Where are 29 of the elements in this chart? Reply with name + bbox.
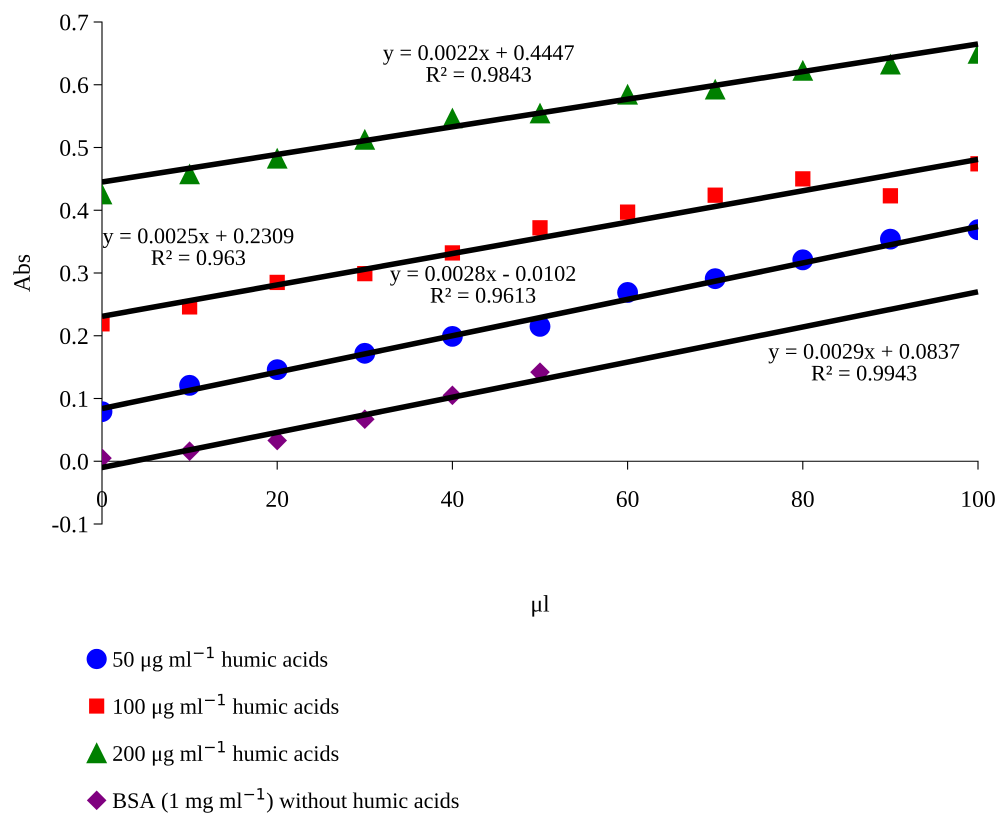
- point: [532, 220, 548, 236]
- legend-label: BSA (1 mg ml$^{−1}$) without humic acids: [112, 788, 459, 813]
- y-tick-label: 0.6: [60, 77, 88, 94]
- y-axis-title: Abs: [13, 254, 30, 292]
- x-tick-label: 80: [792, 491, 814, 508]
- y-tick-label: 0.3: [60, 265, 88, 282]
- annotation: y = 0.0029x + 0.0837 R² = 0.9943: [768, 344, 960, 381]
- point: [882, 188, 898, 204]
- y-tick-label: 0.7: [60, 14, 88, 31]
- annotation: y = 0.0022x + 0.4447 R² = 0.9843: [383, 45, 574, 82]
- annotation: y = 0.0025x + 0.2309 R² = 0.963: [102, 228, 294, 266]
- annotation: y = 0.0028x - 0.0102 R² = 0.9613: [390, 266, 576, 303]
- x-tick-label: 60: [616, 491, 639, 508]
- point: [708, 188, 723, 203]
- legend-label: 200 μg ml$^{−1}$ humic acids: [113, 741, 338, 766]
- point: [795, 171, 810, 187]
- y-tick-label: 0.5: [60, 140, 88, 156]
- y-tick-label: -0.1: [52, 516, 88, 533]
- x-tick-label: 40: [441, 491, 464, 508]
- y-tick-label: 0.0: [60, 454, 88, 470]
- x-axis-title: μl: [532, 595, 550, 617]
- y-tick-label: 0.4: [60, 202, 88, 219]
- x-tick-label: 100: [962, 491, 995, 508]
- legend-label: 50 μg ml$^{−1}$ humic acids: [114, 646, 328, 672]
- y-tick-label: 0.1: [60, 390, 88, 408]
- x-tick-label: 20: [266, 491, 288, 508]
- legend-label: 100 μg ml$^{−1}$ humic acids: [114, 694, 338, 719]
- y-tick-label: 0.2: [60, 328, 88, 344]
- point: [620, 204, 636, 220]
